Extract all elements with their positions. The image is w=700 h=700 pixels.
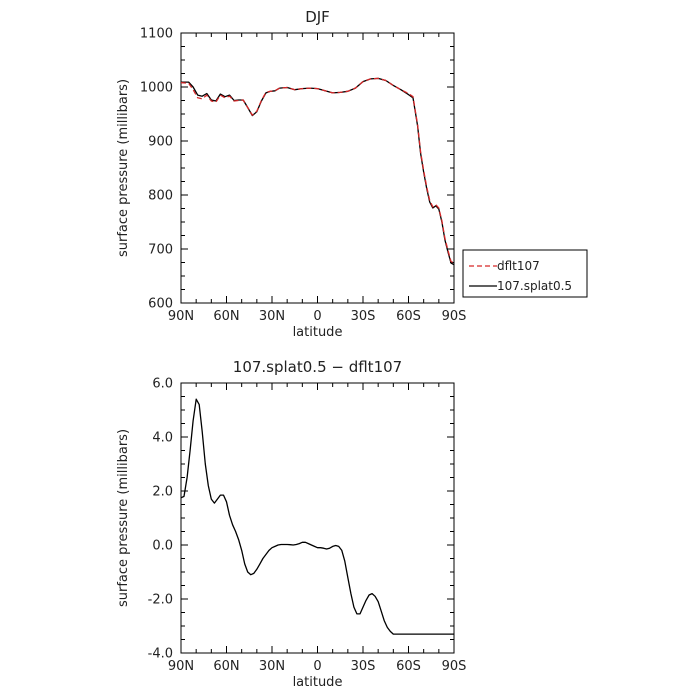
y-tick-label: 600: [148, 297, 173, 312]
x-tick-label: 30N: [259, 309, 285, 324]
chart-panel-1: DJF 90N 60N 30N 0 30S 60S 90S 600 700 800 900 1000 11…: [116, 8, 588, 340]
y-tick-label: -2.0: [148, 593, 173, 608]
x-tick-label: 30N: [259, 659, 285, 674]
x-tick-label: 90S: [442, 309, 467, 324]
x-tick-label: 30S: [351, 309, 376, 324]
x-tick-label: 90N: [168, 659, 194, 674]
series-line-107-splat0-5: [181, 77, 455, 266]
x-axis-label: latitude: [293, 675, 343, 690]
plot-frame: [180, 382, 455, 654]
x-tick-label: 30S: [351, 659, 376, 674]
y-tick-label: 2.0: [152, 485, 173, 500]
y-axis-label: surface pressure (millibars): [116, 79, 131, 257]
plot-frame: [180, 32, 455, 304]
x-tick-label: 60S: [396, 659, 421, 674]
series-line-difference: [180, 398, 454, 635]
x-tick-label: 0: [313, 659, 321, 674]
series-line-dflt107: [180, 77, 455, 264]
chart-title: 107.splat0.5 − dflt107: [233, 358, 402, 376]
legend-box: [462, 249, 588, 298]
y-tick-label: -4.0: [148, 647, 173, 662]
legend: dflt107 107.splat0.5: [462, 249, 588, 298]
x-tick-label: 60N: [213, 659, 239, 674]
x-tick-label: 90S: [442, 659, 467, 674]
x-tick-label: 90N: [168, 309, 194, 324]
legend-label: dflt107: [497, 259, 540, 273]
y-tick-label: 800: [148, 189, 173, 204]
y-tick-label: 1000: [140, 81, 173, 96]
x-tick-label: 60N: [213, 309, 239, 324]
y-tick-label: 700: [148, 243, 173, 258]
chart-panel-2: 107.splat0.5 − dflt107 90N 60N 30N 0 30S 60S 90…: [116, 358, 466, 690]
y-tick-label: 900: [148, 135, 173, 150]
chart-title: DJF: [305, 8, 330, 26]
y-tick-label: 0.0: [152, 539, 173, 554]
y-axis-label: surface pressure (millibars): [116, 429, 131, 607]
x-tick-label: 60S: [396, 309, 421, 324]
x-axis-label: latitude: [293, 325, 343, 340]
y-tick-label: 6.0: [152, 377, 173, 392]
y-tick-label: 1100: [140, 27, 173, 42]
x-tick-label: 0: [313, 309, 321, 324]
legend-label: 107.splat0.5: [497, 279, 572, 293]
y-tick-label: 4.0: [152, 431, 173, 446]
charts-group: DJF 90N 60N 30N 0 30S 60S 90S 600 700 800 900 1000 11…: [116, 8, 588, 690]
